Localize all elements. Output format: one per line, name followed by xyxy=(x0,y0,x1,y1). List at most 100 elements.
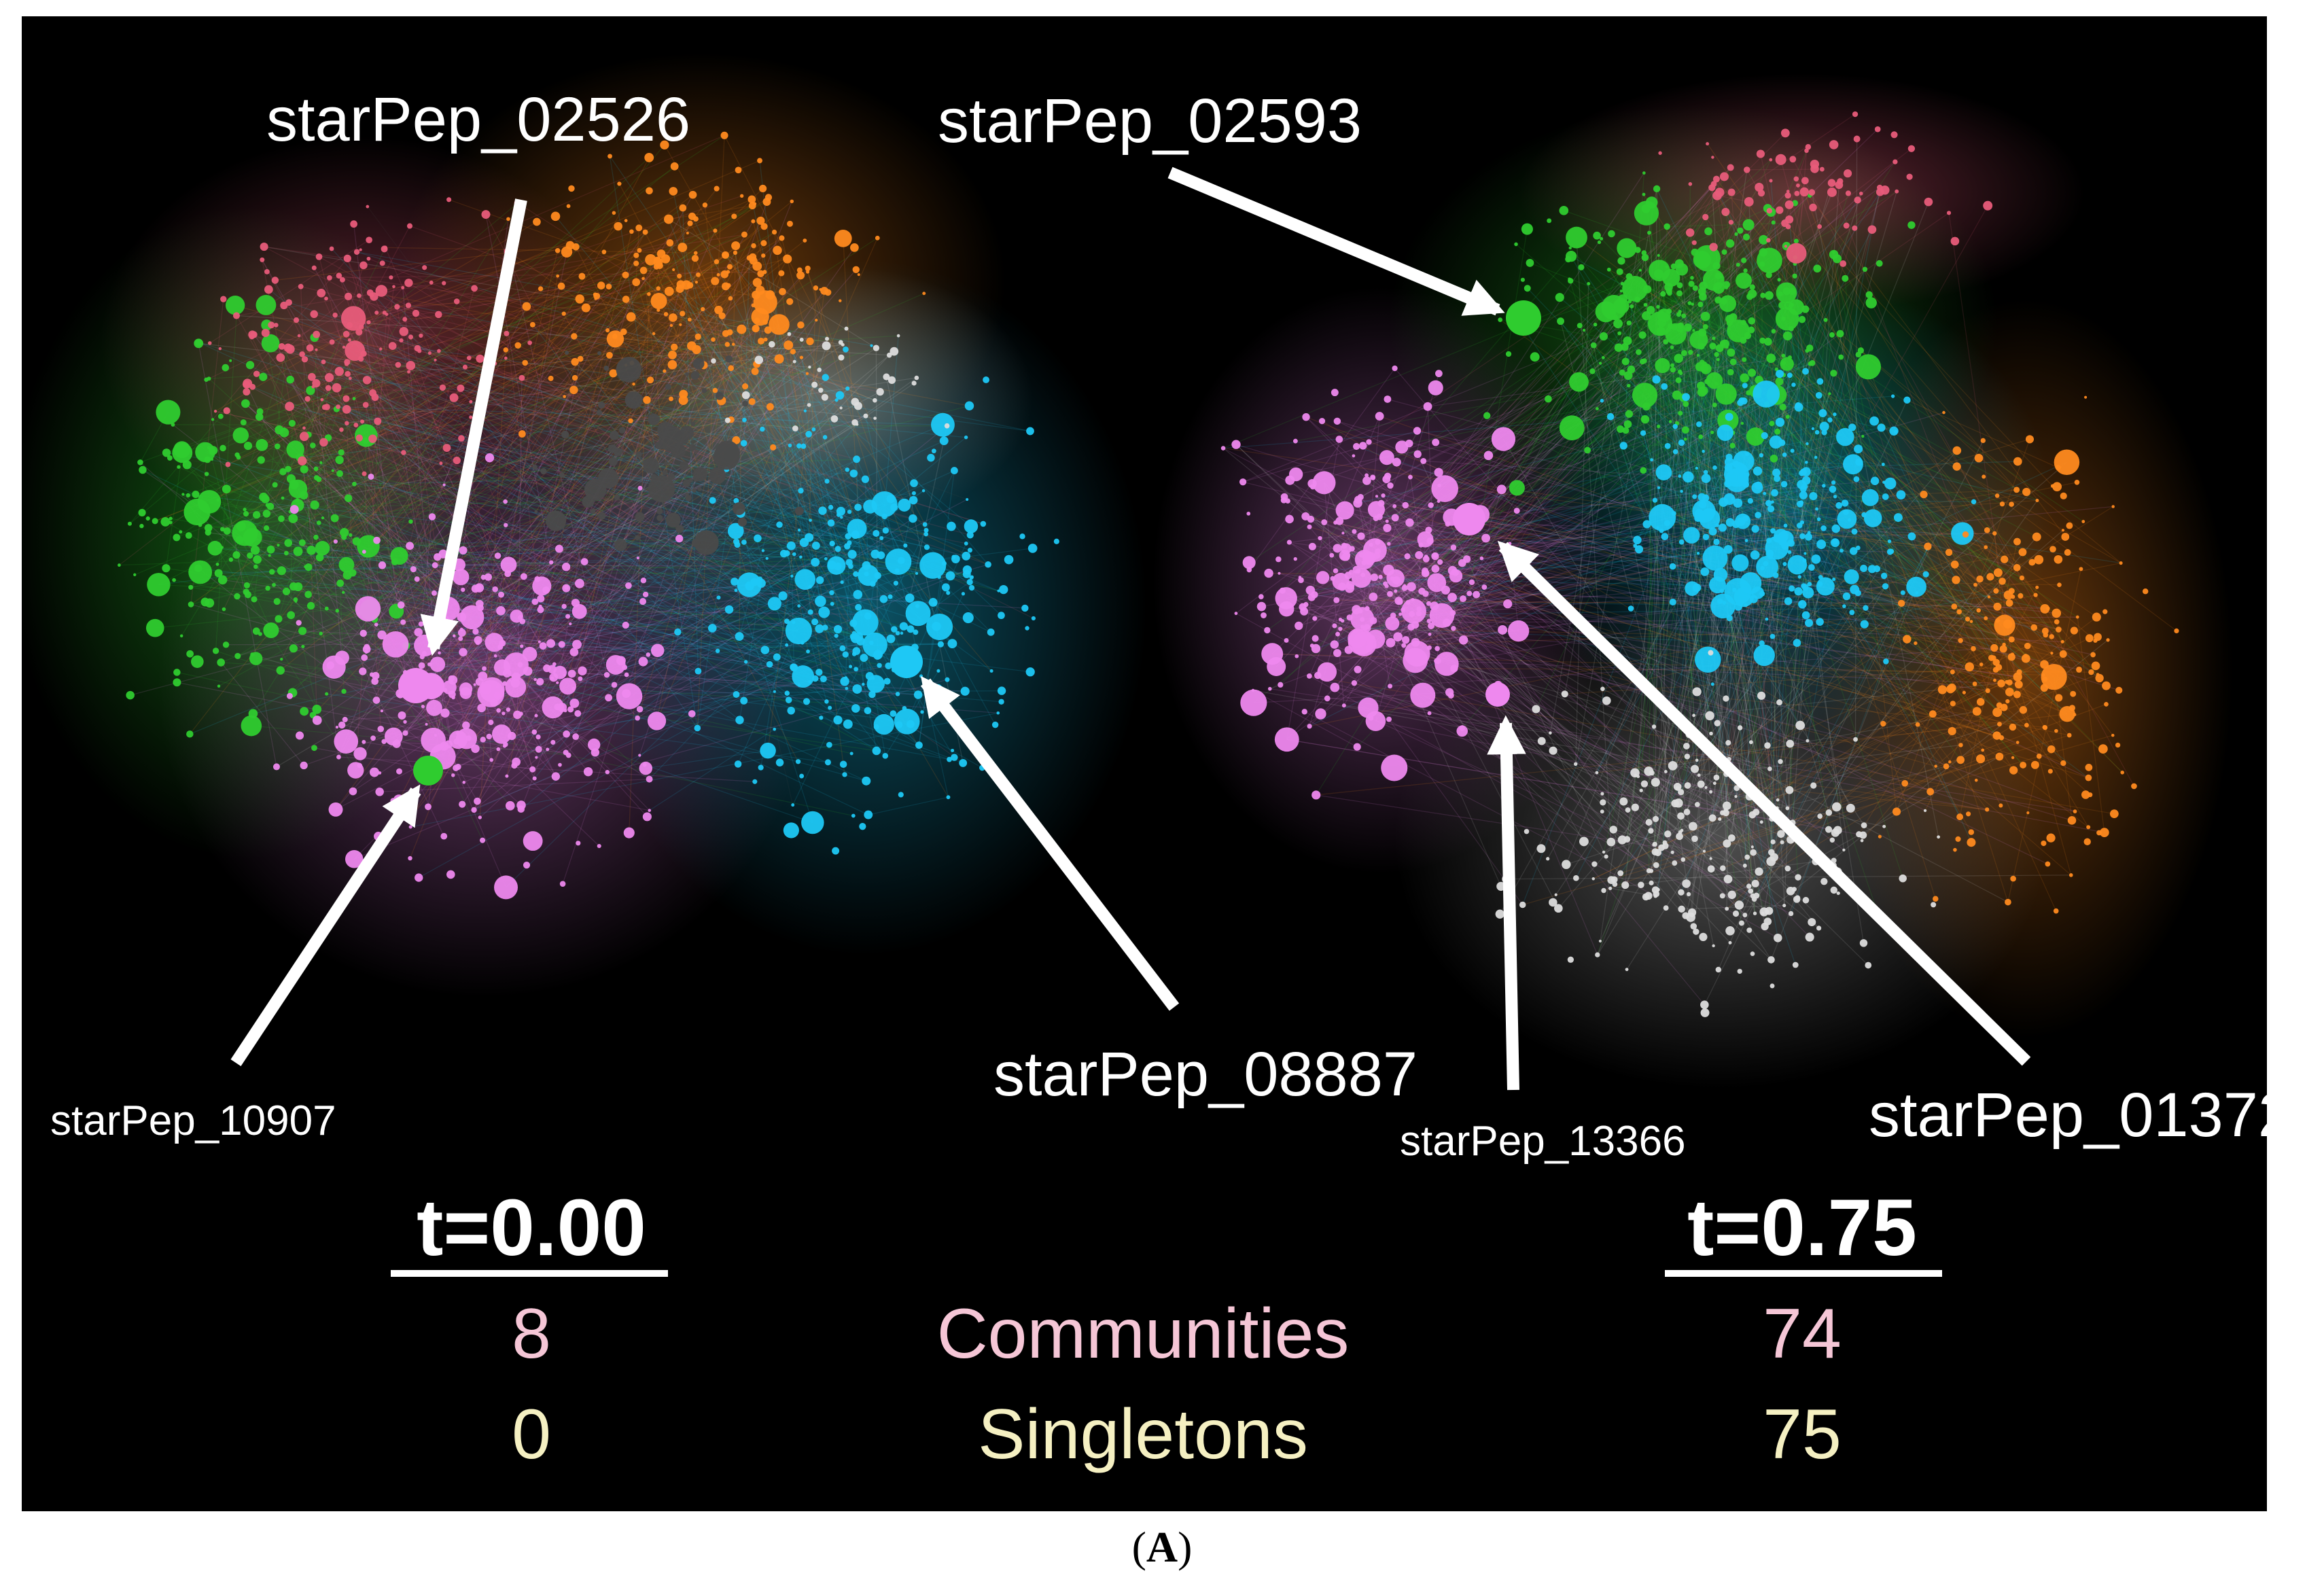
network-node xyxy=(1714,272,1722,279)
network-node xyxy=(1799,187,1809,197)
network-edge xyxy=(1560,321,1707,538)
network-node xyxy=(1623,420,1632,429)
network-node xyxy=(1600,686,1605,692)
network-edge xyxy=(1608,269,1961,760)
network-node xyxy=(2070,627,2078,635)
network-node xyxy=(1678,474,1682,478)
network-edge xyxy=(1451,516,2096,667)
network-node xyxy=(508,679,512,682)
network-node xyxy=(754,534,762,542)
network-node xyxy=(222,607,226,612)
network-node xyxy=(784,340,794,350)
network-node xyxy=(1766,353,1776,364)
network-node xyxy=(1816,517,1821,521)
network-node xyxy=(718,312,726,319)
network-node xyxy=(1435,370,1443,378)
network-edge xyxy=(1222,283,1623,449)
network-node xyxy=(1451,569,1456,574)
network-node xyxy=(1995,752,2004,761)
network-node xyxy=(758,337,764,345)
network-node xyxy=(261,334,280,353)
network-node xyxy=(514,342,521,349)
network-node xyxy=(1828,392,1831,395)
network-node xyxy=(1880,572,1888,580)
network-node xyxy=(455,764,461,771)
network-edge xyxy=(1792,158,2134,787)
network-edge xyxy=(397,306,881,393)
network-node xyxy=(419,333,423,338)
network-node xyxy=(617,181,622,186)
network-node xyxy=(1595,407,1599,410)
network-edge xyxy=(256,366,810,632)
network-node xyxy=(1703,470,1708,475)
network-node xyxy=(1753,911,1757,915)
network-node xyxy=(1537,737,1546,745)
network-node xyxy=(1823,317,1828,322)
network-edge xyxy=(737,580,821,764)
network-node xyxy=(960,686,970,696)
network-node xyxy=(716,595,721,600)
network-node xyxy=(243,527,262,547)
network-node xyxy=(886,634,896,644)
network-node xyxy=(289,644,298,653)
network-edge xyxy=(1286,608,1856,740)
network-node xyxy=(1705,711,1714,721)
network-edge xyxy=(1348,183,1714,650)
network-edge xyxy=(1746,169,1823,171)
network-node xyxy=(563,750,569,756)
network-node xyxy=(1350,607,1375,631)
network-edge xyxy=(1680,148,1912,326)
network-node xyxy=(1776,699,1782,706)
network-node xyxy=(1755,867,1763,876)
network-edge xyxy=(412,243,764,815)
network-node xyxy=(1566,226,1587,249)
network-node xyxy=(2106,638,2110,642)
network-node xyxy=(280,657,283,661)
network-node xyxy=(2041,627,2049,635)
network-node xyxy=(839,515,843,519)
network-edge xyxy=(691,633,855,714)
network-node xyxy=(989,669,993,673)
network-node xyxy=(328,802,343,817)
network-node xyxy=(1972,681,1977,686)
network-node xyxy=(792,552,796,557)
network-node xyxy=(2015,741,2020,744)
network-edge xyxy=(1663,472,1871,498)
network-edge xyxy=(1242,287,1719,482)
network-node xyxy=(374,417,382,425)
network-node xyxy=(1946,211,1952,215)
network-edge xyxy=(735,252,809,652)
network-node xyxy=(410,812,415,817)
network-node xyxy=(836,512,841,517)
network-node xyxy=(1386,637,1396,648)
network-edge xyxy=(509,680,950,760)
network-node xyxy=(751,307,769,326)
network-node xyxy=(1760,292,1766,298)
network-edge xyxy=(290,380,673,521)
network-node xyxy=(1818,575,1823,580)
network-node xyxy=(1799,491,1808,499)
network-node xyxy=(462,781,466,784)
network-node xyxy=(1568,246,1572,250)
network-edge xyxy=(574,254,726,363)
network-node xyxy=(1407,582,1416,592)
network-node xyxy=(665,383,672,390)
network-edge xyxy=(1512,557,1820,929)
network-node xyxy=(1640,467,1647,474)
network-node xyxy=(561,430,569,439)
network-node xyxy=(1651,777,1660,787)
network-node xyxy=(1434,646,1440,652)
network-node xyxy=(811,542,820,550)
network-node xyxy=(1295,654,1299,658)
network-node xyxy=(593,292,601,300)
network-edge xyxy=(607,474,860,634)
network-node xyxy=(1656,304,1660,309)
network-edge xyxy=(1670,191,1897,327)
network-edge xyxy=(1722,885,1749,896)
network-node xyxy=(1642,402,1651,411)
network-node xyxy=(1698,434,1704,440)
network-node xyxy=(336,272,342,279)
network-node xyxy=(2013,690,2021,699)
network-node xyxy=(1613,298,1630,314)
network-node xyxy=(668,350,677,359)
